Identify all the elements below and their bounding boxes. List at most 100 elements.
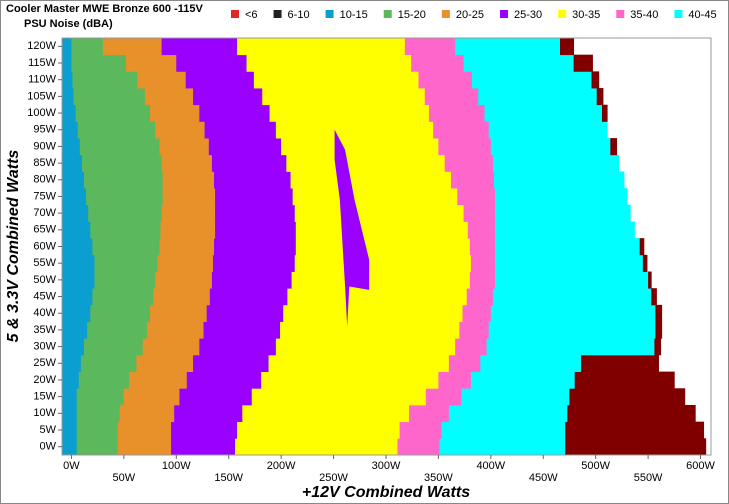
band-cell — [469, 238, 496, 256]
band-cell — [488, 121, 608, 139]
band-cell — [495, 188, 628, 206]
band-cell — [493, 171, 625, 189]
band-cell — [90, 221, 161, 239]
band-cell — [62, 104, 77, 122]
band-cell — [71, 54, 127, 72]
band-cell — [81, 154, 163, 172]
band-cell — [186, 371, 262, 389]
band-cell — [62, 288, 93, 306]
band-cell — [84, 338, 144, 356]
band-cell — [155, 271, 213, 289]
y-tick-label: 120W — [27, 40, 56, 52]
legend-label: 30-35 — [572, 9, 600, 21]
band-cell — [209, 288, 288, 306]
y-tick-label: 35W — [33, 324, 56, 336]
band-cell — [62, 354, 82, 372]
band-cell — [193, 88, 263, 106]
y-tick-label: 85W — [33, 157, 56, 169]
band-cell — [639, 238, 645, 256]
band-cell — [215, 221, 297, 239]
band-cell — [86, 188, 164, 206]
y-tick-label: 5W — [40, 424, 57, 436]
band-cell — [490, 138, 611, 156]
x-tick-label: 50W — [113, 472, 136, 484]
band-cell — [76, 438, 118, 456]
x-tick-label: 450W — [529, 472, 558, 484]
band-cell — [280, 321, 460, 339]
legend-label: 35-40 — [630, 9, 658, 21]
band-cell — [94, 271, 156, 289]
band-cell — [596, 88, 604, 106]
band-cell — [62, 238, 93, 256]
band-cell — [214, 171, 291, 189]
band-cell — [62, 221, 91, 239]
band-cell — [269, 104, 430, 122]
band-cell — [92, 288, 154, 306]
band-cell — [117, 438, 172, 456]
band-cell — [261, 371, 439, 389]
band-cell — [62, 254, 95, 272]
band-cell — [123, 388, 180, 406]
band-cell — [444, 154, 494, 172]
chart-title: Cooler Master MWE Bronze 600 -115V — [6, 3, 204, 15]
band-cell — [62, 388, 78, 406]
band-cell — [461, 388, 570, 406]
band-cell — [268, 354, 450, 372]
band-cell — [76, 388, 125, 406]
x-tick-label: 100W — [162, 460, 191, 472]
legend-swatch — [325, 10, 334, 18]
x-tick-label: 200W — [267, 460, 296, 472]
band-cell — [129, 371, 188, 389]
band-cell — [448, 354, 481, 372]
band-cell — [275, 121, 434, 139]
y-tick-label: 40W — [33, 307, 56, 319]
band-cell — [418, 71, 473, 89]
band-cell — [242, 404, 410, 423]
band-cell — [78, 371, 130, 389]
band-cell — [469, 271, 496, 289]
band-cell — [492, 288, 652, 306]
band-cell — [237, 38, 406, 56]
band-cell — [150, 304, 208, 322]
y-tick-label: 90W — [33, 140, 56, 152]
x-tick-label: 250W — [319, 472, 348, 484]
band-cell — [62, 121, 79, 139]
band-cell — [215, 204, 296, 222]
band-cell — [142, 338, 200, 356]
band-cell — [495, 204, 631, 222]
band-cell — [159, 238, 215, 256]
band-cell — [292, 188, 458, 206]
band-cell — [573, 54, 593, 72]
band-cell — [601, 104, 608, 122]
band-cell — [294, 254, 472, 272]
x-tick-label: 550W — [634, 472, 663, 484]
legend-swatch — [500, 10, 508, 18]
band-cell — [62, 54, 72, 72]
band-cell — [62, 71, 73, 89]
band-cell — [62, 204, 89, 222]
band-cell — [84, 171, 164, 189]
legend-swatch — [273, 10, 282, 18]
x-tick-label: 300W — [372, 460, 401, 472]
band-cell — [480, 354, 582, 372]
x-tick-label: 150W — [214, 472, 243, 484]
band-cell — [492, 154, 620, 172]
band-cell — [262, 88, 426, 106]
band-cell — [560, 38, 575, 56]
y-tick-label: 80W — [33, 174, 56, 186]
y-axis-label: 5 & 3.3V Combined Watts — [5, 150, 22, 343]
band-cell — [441, 421, 566, 439]
band-cell — [455, 338, 488, 356]
legend-swatch — [383, 10, 392, 18]
y-tick-label: 65W — [33, 224, 56, 236]
band-cell — [425, 388, 462, 406]
band-cell — [428, 104, 485, 122]
legend: <6 6-10 10-15 15-20 20-25 25-30 30-35 35-40 40-4… — [231, 9, 717, 21]
band-cell — [199, 104, 270, 122]
band-cell — [62, 338, 85, 356]
band-cell — [162, 188, 216, 206]
y-tick-label: 60W — [33, 240, 56, 252]
band-cell — [62, 321, 88, 339]
band-cell — [171, 438, 236, 456]
band-cell — [275, 338, 456, 356]
